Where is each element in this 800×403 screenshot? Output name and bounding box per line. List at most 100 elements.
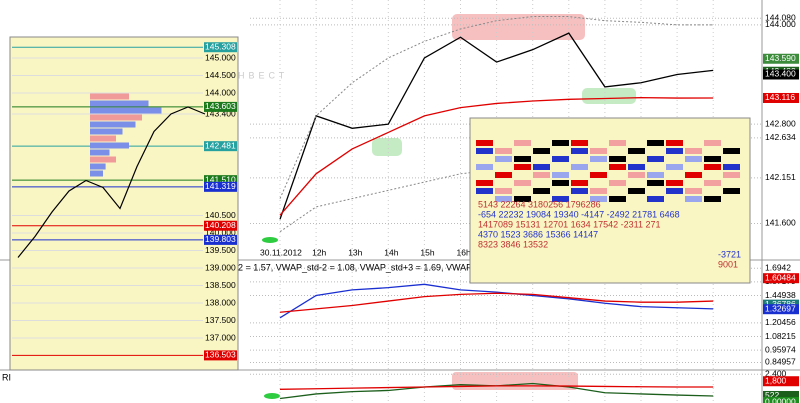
price-tag — [204, 234, 237, 245]
profile-bar — [90, 114, 142, 121]
profile-bar — [90, 163, 106, 170]
cell — [514, 196, 531, 202]
price-tag — [204, 350, 237, 361]
price-tag-label: 141.510 — [205, 174, 236, 184]
y-tick-label: 145.000 — [205, 52, 236, 62]
cell — [552, 172, 569, 178]
price-tag — [204, 42, 237, 53]
cell — [609, 140, 626, 146]
y-tick-label: 1.44938 — [765, 290, 796, 300]
price-tag-label: 145.308 — [205, 41, 236, 51]
y-tick-label: 139.500 — [205, 245, 236, 255]
y-tick-label: 137.500 — [205, 315, 236, 325]
marker — [264, 393, 280, 399]
price-tag — [204, 181, 237, 192]
cell — [704, 140, 721, 146]
highlight — [582, 88, 636, 104]
cell — [495, 156, 512, 162]
cell — [666, 180, 683, 186]
cell-text: 4370 1523 3686 15366 14147 — [478, 229, 598, 239]
profile-bar — [90, 156, 116, 163]
y-tick-label: 140.500 — [205, 210, 236, 220]
cell — [666, 148, 683, 154]
highlight — [452, 14, 585, 40]
y-tick-label: 139.000 — [205, 262, 236, 272]
y-tick-label: 1.20456 — [765, 317, 796, 327]
price-tag-label: 141.319 — [205, 181, 236, 191]
y-tick-label: 1.08215 — [765, 331, 796, 341]
cell — [609, 180, 626, 186]
cell — [571, 140, 588, 146]
price-tag — [204, 101, 237, 112]
cell — [552, 156, 569, 162]
cell — [476, 148, 493, 154]
cell — [533, 164, 550, 170]
cell — [571, 164, 588, 170]
x-tick-label: 16h — [457, 247, 471, 257]
cell — [647, 156, 664, 162]
series-line — [279, 292, 714, 313]
cell — [590, 148, 607, 154]
cell-text: 5143 22264 3180256 1796286 — [478, 199, 601, 209]
y-tick-label: 2,400 — [765, 369, 787, 379]
cell — [704, 164, 721, 170]
x-tick-label: 15h — [420, 247, 434, 257]
cell — [476, 164, 493, 170]
x-tick-label: 13h — [348, 247, 362, 257]
cell — [628, 164, 645, 170]
cell — [571, 188, 588, 194]
cell — [609, 196, 626, 202]
price-tag-label: 1.36786 — [765, 299, 796, 309]
cell-text: 9001 — [718, 259, 738, 269]
price-tag-label: 1,800 — [765, 375, 787, 385]
cell — [685, 172, 702, 178]
cell — [552, 180, 569, 186]
cell — [571, 180, 588, 186]
y-tick-label: 144.000 — [765, 19, 796, 29]
cell — [590, 156, 607, 162]
price-tag-label: 0.00000 — [765, 396, 796, 403]
cell — [723, 172, 740, 178]
price-tag — [763, 273, 799, 284]
cell — [476, 180, 493, 186]
cell — [685, 156, 702, 162]
cell-text: -654 22232 19084 19340 -4147 -2492 21781… — [478, 209, 680, 219]
cell — [647, 180, 664, 186]
profile-bar — [90, 128, 123, 135]
series-line — [279, 97, 714, 216]
cell — [628, 172, 645, 178]
profile-bar — [90, 170, 103, 177]
price-tag-label: 522 — [765, 390, 779, 400]
cell — [666, 188, 683, 194]
cell — [552, 140, 569, 146]
y-tick-label: 140.000 — [205, 227, 236, 237]
price-line — [17, 106, 206, 258]
y-tick-label: 143.400 — [205, 108, 236, 118]
cell — [476, 188, 493, 194]
y-tick-label: 144.500 — [205, 70, 236, 80]
inset-axis: 145.000 144.500 144.000 143.400 140.500 140.0… — [12, 41, 237, 361]
profile-bar — [90, 107, 162, 114]
price-tag — [204, 175, 237, 186]
profile-bar — [90, 149, 110, 156]
y-tick-label: 144.000 — [205, 87, 236, 97]
series-line — [279, 32, 714, 220]
price-tag-label: 143.590 — [765, 53, 796, 63]
y-tick-label: 137.000 — [205, 332, 236, 342]
cell — [495, 188, 512, 194]
profile-bar — [90, 100, 149, 107]
price-tag — [763, 390, 799, 401]
price-tag — [763, 69, 799, 80]
cell — [514, 164, 531, 170]
cell — [495, 148, 512, 154]
cell — [609, 156, 626, 162]
profile-bar — [90, 121, 136, 128]
cell — [533, 188, 550, 194]
cell-text: 8323 3846 13532 — [478, 239, 548, 249]
price-tag-label: 142.481 — [205, 140, 236, 150]
price-tag-label: 136.503 — [205, 350, 236, 360]
x-tick-label: 30.11.2012 — [260, 247, 302, 257]
cell-text: 1417089 15131 12701 1634 17542 -2311 271 — [478, 219, 661, 229]
cell — [685, 148, 702, 154]
cell — [704, 180, 721, 186]
